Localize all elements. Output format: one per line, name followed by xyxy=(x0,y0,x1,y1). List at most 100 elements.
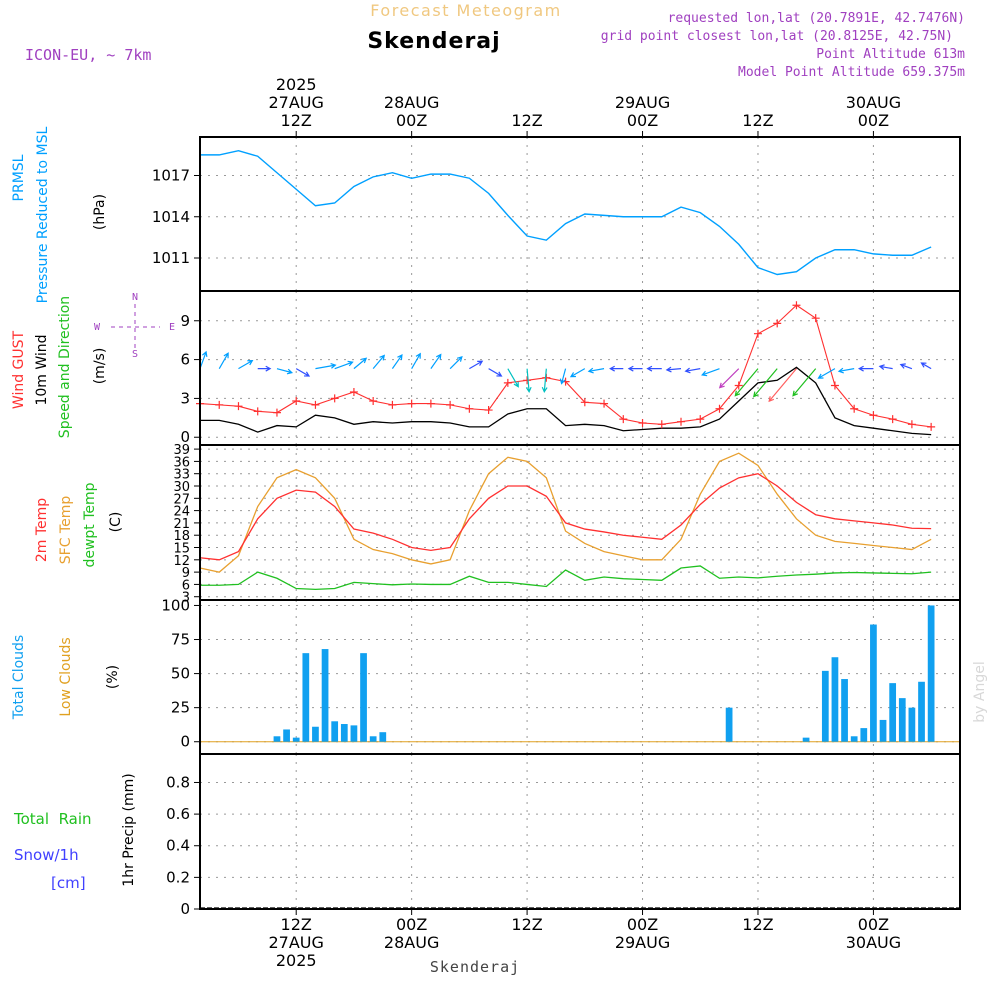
wind-direction-arrow xyxy=(507,368,519,388)
wind-direction-arrow xyxy=(684,367,701,374)
wind-direction-arrow xyxy=(488,368,503,377)
x-tick-label-bottom: 29AUG xyxy=(615,933,670,952)
panel-frame-pressure xyxy=(199,136,961,292)
wind-direction-arrow xyxy=(792,368,817,397)
wind-direction-arrow xyxy=(569,368,586,378)
wind-direction-arrow xyxy=(817,368,836,379)
x-tick-label-bottom: 12Z xyxy=(742,915,773,934)
cloud-bar xyxy=(850,736,858,742)
x-tick-label-bottom: 27AUG xyxy=(268,933,323,952)
x-tick-label-top: 00Z xyxy=(858,111,889,130)
x-tick-label-bottom: 12Z xyxy=(281,915,312,934)
wind-gust-point xyxy=(869,411,878,420)
wind-direction-arrow xyxy=(920,362,932,370)
y-tick-label-clouds: 25 xyxy=(171,699,190,717)
x-tick-label-top: 12Z xyxy=(742,111,773,130)
sfc-temp-line xyxy=(199,452,932,573)
plot-layer: 1011101410170369369121518212427303336390… xyxy=(152,75,961,970)
x-tick-label-top: 2025 xyxy=(276,75,317,94)
panel-frame-precip xyxy=(199,753,961,910)
y-tick-label-precip: 0.2 xyxy=(166,868,190,886)
compass-south: S xyxy=(132,349,138,360)
y-tick-label-clouds: 50 xyxy=(171,665,190,683)
wind-direction-arrow xyxy=(609,365,624,372)
y-tick-label-temp: 9 xyxy=(182,566,190,581)
x-tick-label-top: 12Z xyxy=(511,111,542,130)
wind-gust-line xyxy=(199,304,932,428)
wind-gust-point xyxy=(311,400,320,409)
cloud-bar xyxy=(821,670,829,742)
y-tick-label-pressure: 1017 xyxy=(152,167,190,185)
wind-gust-point xyxy=(811,314,820,323)
y-tick-label-wind: 0 xyxy=(180,428,190,446)
wind-direction-arrow xyxy=(469,360,484,370)
wind-gust-point xyxy=(465,404,474,413)
wind-gust-point xyxy=(657,420,666,429)
wind-direction-arrow xyxy=(353,357,368,370)
wind-direction-arrow xyxy=(199,350,208,369)
x-tick-label-top: 27AUG xyxy=(268,93,323,112)
cloud-bar xyxy=(283,729,290,742)
wind-gust-point xyxy=(292,397,301,405)
wind-gust-point xyxy=(426,399,435,408)
t2m-label: 2m Temp xyxy=(34,498,50,562)
wind-gust-point xyxy=(484,406,493,415)
chart-title: Skenderaj xyxy=(367,29,500,54)
wind-direction-arrow xyxy=(701,368,720,377)
y-tick-label-temp: 15 xyxy=(173,542,190,557)
cloud-bar xyxy=(841,679,848,742)
y-tick-label-precip: 0.4 xyxy=(166,837,190,855)
y-tick-label-clouds: 100 xyxy=(161,596,190,614)
wind-gust-point xyxy=(580,398,589,407)
direction-label: Speed and Direction xyxy=(57,296,73,438)
wind-gust-point xyxy=(734,381,743,390)
x-tick-label-top: 30AUG xyxy=(846,93,901,112)
snow-label: Snow/1h xyxy=(14,846,79,864)
total-clouds-label: Total Clouds xyxy=(11,635,27,720)
wind-direction-arrow xyxy=(837,367,855,374)
grid-coords: grid point closest lon,lat (20.8125E, 42… xyxy=(601,29,953,44)
cloud-bar xyxy=(360,653,367,742)
cloud-bar xyxy=(321,649,329,742)
wind-direction-arrow xyxy=(257,365,272,372)
x-tick-label-top: 00Z xyxy=(396,111,427,130)
precip-unit: 1hr Precip (mm) xyxy=(121,773,137,886)
wind-direction-arrow xyxy=(391,354,403,369)
wind-direction-arrow xyxy=(334,360,354,370)
wind-gust-point xyxy=(349,387,358,396)
wind-gust-point xyxy=(503,378,512,387)
y-tick-label-precip: 0.6 xyxy=(166,805,190,823)
low-clouds-label: Low Clouds xyxy=(58,637,74,716)
chart-subtitle: Forecast Meteogram xyxy=(370,1,561,20)
wind-speed-line xyxy=(200,366,932,436)
t2m-temp-line xyxy=(199,473,932,561)
wind-direction-arrow xyxy=(878,364,893,370)
y-tick-label-wind: 3 xyxy=(180,389,190,407)
wind-direction-arrow xyxy=(718,368,740,389)
cloud-bar xyxy=(889,683,897,742)
y-tick-label-temp: 3 xyxy=(182,591,190,606)
wind-direction-arrow xyxy=(646,365,662,372)
wind-gust-point xyxy=(215,400,224,409)
wind-direction-arrow xyxy=(734,368,759,397)
wind-gust-point xyxy=(677,417,686,426)
wind-gust-point xyxy=(830,381,839,390)
wind-gust-point xyxy=(792,301,801,310)
gust-label: Wind GUST xyxy=(11,330,27,409)
cloud-bar xyxy=(331,721,339,742)
wind-direction-arrow xyxy=(753,368,778,398)
wind-direction-arrow xyxy=(430,353,442,369)
wind-gust-point xyxy=(927,422,936,431)
y-tick-label-wind: 9 xyxy=(180,312,190,330)
wind-direction-arrow xyxy=(525,368,532,394)
wind-direction-arrow xyxy=(541,368,548,394)
cloud-bar xyxy=(379,732,387,742)
wind-direction-arrow xyxy=(768,368,797,403)
snow-unit: [cm] xyxy=(51,874,86,892)
cloud-bar xyxy=(918,681,925,742)
wind-gust-point xyxy=(600,399,609,408)
compass-east: E xyxy=(169,322,175,333)
x-tick-label-bottom: 12Z xyxy=(511,915,542,934)
x-tick-label-bottom: 2025 xyxy=(276,951,317,970)
